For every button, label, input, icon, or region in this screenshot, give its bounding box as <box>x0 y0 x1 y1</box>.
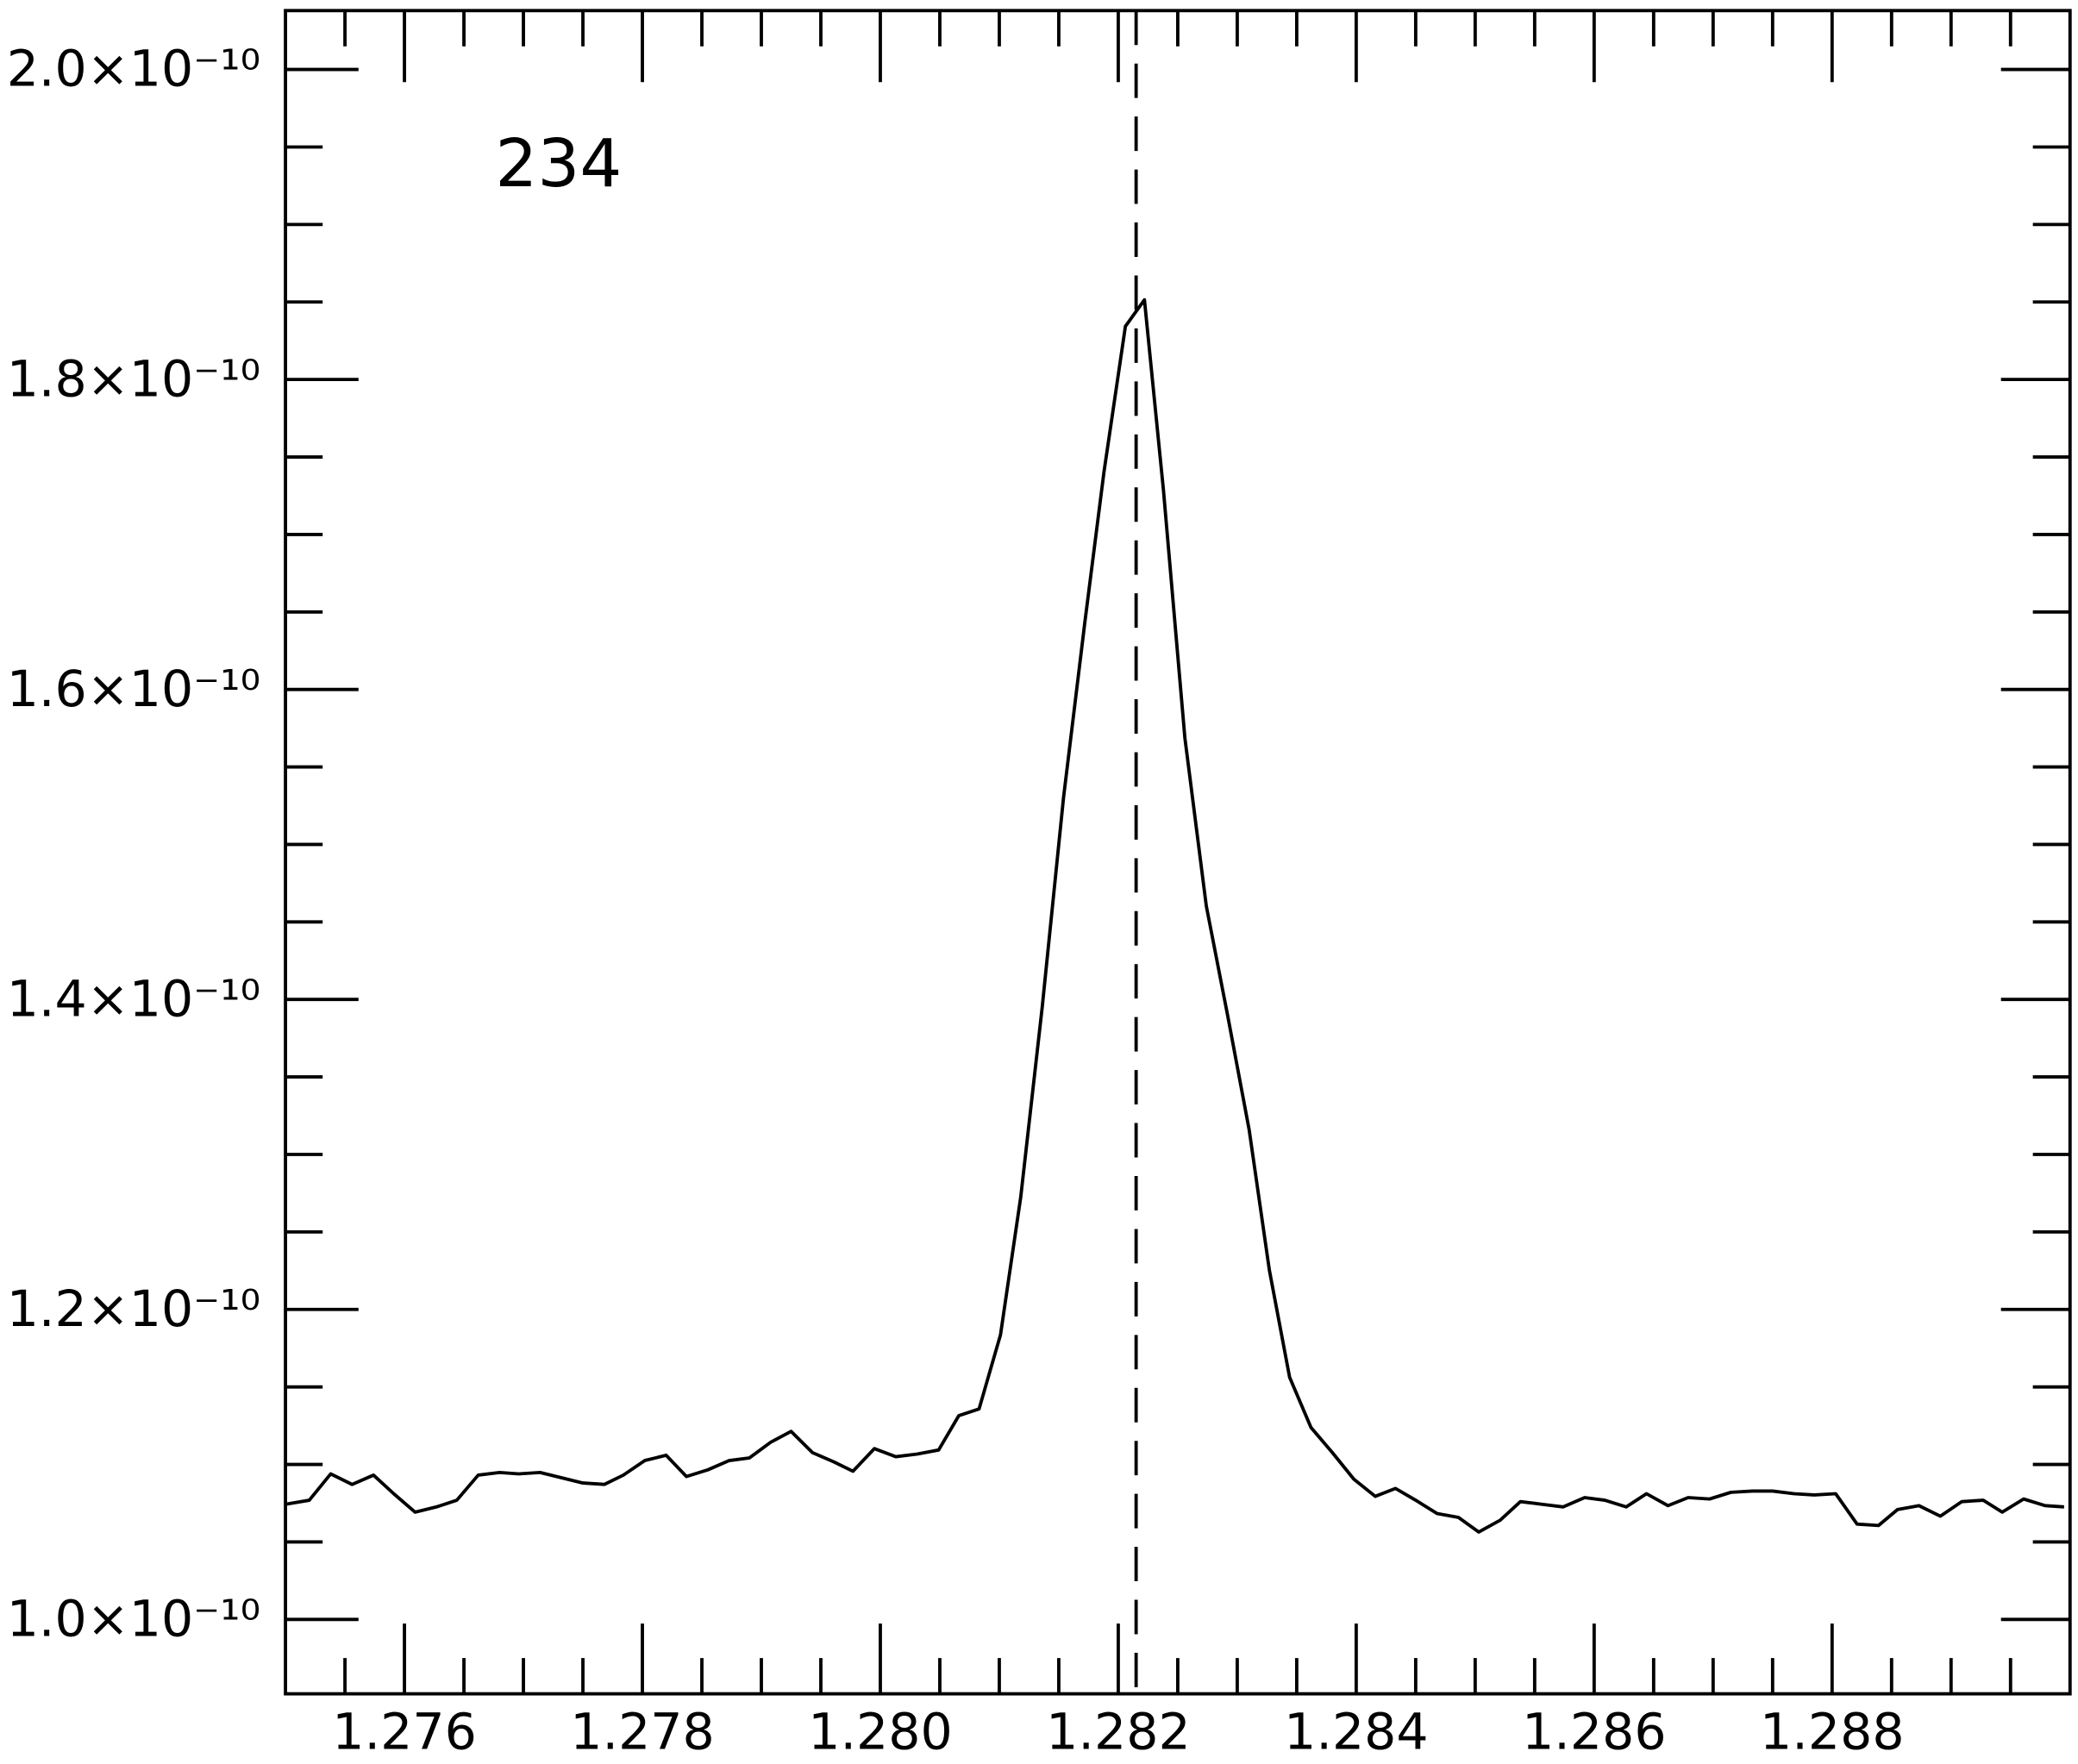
x-tick-label: 1.288 <box>1760 1702 1905 1761</box>
y-tick-label: 2.0×10⁻¹⁰ <box>7 40 260 98</box>
x-tick-label: 1.284 <box>1284 1702 1429 1761</box>
x-tick-label: 1.282 <box>1046 1702 1191 1761</box>
plot-frame <box>284 9 2072 1696</box>
annotation: 234 <box>495 126 622 203</box>
y-tick-label: 1.8×10⁻¹⁰ <box>7 349 260 408</box>
y-tick-label: 1.6×10⁻¹⁰ <box>7 660 260 718</box>
y-tick-label: 1.4×10⁻¹⁰ <box>7 969 260 1028</box>
y-tick-label: 1.2×10⁻¹⁰ <box>7 1279 260 1338</box>
y-tick-label: 1.0×10⁻¹⁰ <box>7 1590 260 1648</box>
x-tick-label: 1.280 <box>808 1702 953 1761</box>
data-line <box>285 297 2064 1534</box>
x-tick-label: 1.286 <box>1522 1702 1667 1761</box>
x-tick-label: 1.278 <box>570 1702 715 1761</box>
x-tick-label: 1.276 <box>332 1702 477 1761</box>
